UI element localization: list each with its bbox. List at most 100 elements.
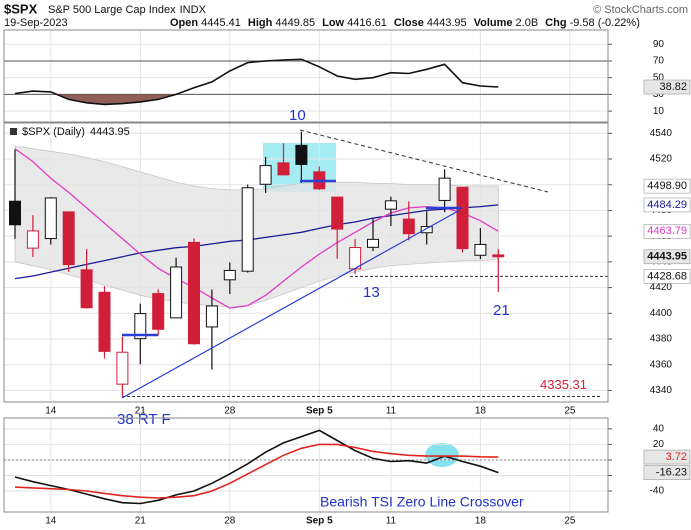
panel-frame [3, 417, 609, 513]
candle-body [9, 200, 21, 226]
x-tick-label: 28 [224, 406, 236, 417]
x-tick-label: 18 [475, 406, 487, 417]
candle-body [367, 238, 379, 248]
x-tick-label: 11 [386, 516, 397, 527]
indicator-line [14, 443, 499, 499]
y-tick-label: 4400 [650, 308, 673, 319]
x-tick-label: 21 [135, 516, 147, 527]
panel-title: $SPX (Daily) 4443.95 [22, 126, 130, 138]
y-tick-label: 4520 [650, 154, 673, 165]
panel-frame [3, 29, 609, 123]
candle-body [402, 218, 415, 235]
panel-frame [3, 122, 609, 403]
candle-body [241, 187, 254, 272]
candle-body [277, 162, 290, 176]
name: S&P 500 Large Cap Index [48, 4, 176, 16]
x-tick-label: 14 [45, 406, 57, 417]
highlight-ellipse [425, 443, 459, 467]
value-box-label: 38.82 [659, 81, 687, 93]
candle-body [134, 313, 147, 340]
candle-body [152, 293, 165, 330]
trend-dashed [299, 129, 549, 193]
indicator-line [14, 58, 499, 106]
x-tick-label: Sep 5 [306, 516, 333, 527]
panel-title-close: 4443.95 [90, 126, 130, 138]
candle-body [384, 200, 397, 210]
candle-body [295, 144, 308, 165]
y-tick-label: 90 [653, 39, 665, 50]
moving-average [14, 204, 499, 280]
y-tick-label: 50 [653, 72, 665, 83]
value-box-label: 4484.29 [647, 199, 687, 211]
value-box-label: 4443.95 [647, 251, 687, 263]
exchange: INDX [180, 4, 207, 16]
x-tick-label: 28 [224, 516, 236, 527]
quote-value: 4416.61 [347, 17, 387, 29]
x-tick-label: 25 [564, 406, 576, 417]
value-box [643, 223, 691, 239]
quote-label: Volume [474, 17, 513, 29]
value-box [643, 197, 691, 213]
candle-body [492, 254, 505, 258]
quote-value: 4445.41 [201, 17, 241, 29]
annotation: 38 RT F [117, 411, 171, 428]
quote-label: Open [170, 17, 198, 29]
x-tick-label: 14 [45, 516, 57, 527]
quote-label: Chg [545, 17, 566, 29]
candle-body [205, 305, 218, 328]
candle-body [26, 230, 39, 249]
instrument-name: S&P 500 Large Cap Index INDX [48, 4, 207, 16]
symbol: $SPX [4, 1, 38, 16]
y-tick-label: 40 [653, 424, 665, 435]
candle-body [259, 165, 272, 185]
value-box [643, 449, 691, 465]
candle-body [80, 269, 93, 309]
quote-value: 4443.95 [427, 17, 467, 29]
value-box [643, 178, 691, 194]
y-tick-label: 4380 [650, 334, 673, 345]
value-box-label: 4428.68 [647, 270, 687, 282]
x-tick-label: 25 [564, 516, 576, 527]
copyright: © StockCharts.com [593, 4, 688, 16]
value-box [643, 269, 691, 284]
candle-body [98, 291, 111, 352]
quote-label: Close [394, 17, 424, 29]
x-tick-label: Sep 5 [306, 406, 333, 417]
value-box-label: 4498.90 [647, 180, 687, 192]
panel-title-name: $SPX (Daily) [22, 126, 85, 138]
x-tick-label: 21 [135, 406, 147, 417]
x-tick-label: 11 [386, 406, 397, 417]
moving-average [14, 148, 499, 309]
candle-body [170, 266, 183, 319]
y-tick-label: 4540 [650, 128, 673, 139]
indicator-line [14, 429, 499, 505]
annotation: 21 [493, 302, 510, 319]
candle-body [62, 211, 75, 266]
annotation: Bearish TSI Zero Line Crossover [320, 494, 524, 510]
candle-body [223, 269, 236, 281]
y-tick-label: 4340 [650, 385, 673, 396]
annotation: 13 [363, 284, 380, 301]
y-tick-label: 4360 [650, 359, 673, 370]
low-label: 4335.31 [540, 377, 587, 392]
annotation: 10 [289, 107, 306, 124]
candle-body [474, 243, 487, 256]
y-tick-label: 70 [653, 56, 665, 67]
x-tick-label: 18 [475, 516, 487, 527]
y-tick-label: 10 [653, 106, 665, 117]
candle-body [331, 196, 344, 230]
y-tick-label: 30 [653, 89, 665, 100]
value-box [643, 465, 691, 480]
candle-body [456, 186, 469, 250]
quote-label: High [248, 17, 273, 29]
y-tick-label: -40 [650, 486, 665, 497]
quote-value: 4449.85 [275, 17, 315, 29]
value-box-label: 4463.79 [647, 225, 687, 237]
value-box [643, 249, 691, 265]
y-tick-label: 4420 [650, 282, 673, 293]
quote-label: Low [322, 17, 344, 29]
value-box-label: -16.23 [656, 466, 687, 478]
quote-line: Open 4445.41 High 4449.85 Low 4416.61 Close 444… [170, 17, 640, 29]
candle-body [116, 351, 129, 385]
